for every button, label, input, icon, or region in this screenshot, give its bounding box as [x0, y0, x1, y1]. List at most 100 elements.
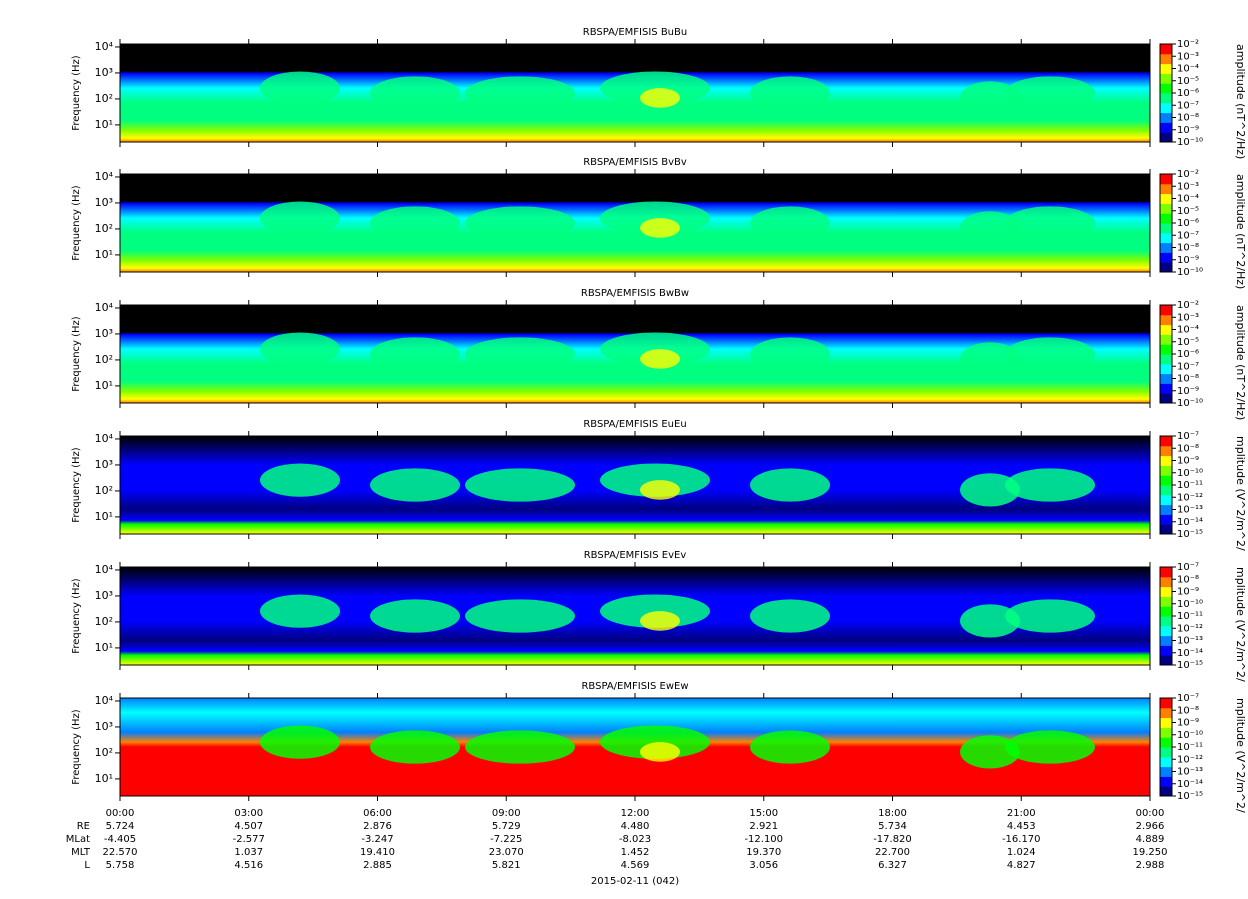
emission-band: [1005, 468, 1095, 502]
ephemeris-value: 2.885: [363, 860, 392, 871]
colorbar-segment: [1160, 606, 1172, 617]
colorbar-segment: [1160, 445, 1172, 457]
colorbar-tick-label: 10⁻³: [1177, 312, 1199, 323]
colorbar-segment: [1160, 102, 1172, 114]
emission-band: [750, 730, 830, 764]
colorbar-segment: [1160, 334, 1172, 345]
colorbar-segment: [1160, 63, 1172, 74]
colorbar-segment: [1160, 717, 1172, 728]
panel-title: RBSPA/EMFISIS BwBw: [581, 288, 689, 299]
colorbar-tick-label: 10⁻⁶: [1177, 349, 1199, 360]
panel-title: RBSPA/EMFISIS EuEu: [583, 419, 686, 430]
colorbar-label: mplitude (V^2/m^2/: [1234, 698, 1247, 813]
y-axis-label: Frequency (Hz): [71, 578, 82, 654]
colorbar-segment: [1160, 707, 1172, 719]
colorbar-tick-label: 10⁻¹⁵: [1177, 660, 1203, 671]
y-tick-label: 10¹: [95, 379, 113, 392]
colorbar-tick-label: 10⁻¹⁰: [1177, 267, 1203, 278]
ephemeris-value: -16.170: [1002, 834, 1041, 845]
colorbar-tick-label: 10⁻³: [1177, 181, 1199, 192]
colorbar-tick-label: 10⁻⁷: [1177, 693, 1199, 704]
emission-band: [1005, 730, 1095, 764]
x-tick-label: 15:00: [749, 808, 778, 819]
ephemeris-value: -4.405: [104, 834, 136, 845]
emission-band: [1005, 599, 1095, 633]
colorbar-tick-label: 10⁻⁸: [1177, 113, 1199, 124]
colorbar-segment: [1160, 242, 1172, 253]
ephemeris-value: 5.734: [878, 821, 907, 832]
colorbar-tick-label: 10⁻¹⁴: [1177, 779, 1203, 790]
emission-band: [750, 468, 830, 502]
colorbar-segment: [1160, 305, 1172, 316]
emission-band: [370, 730, 460, 764]
y-tick-label: 10²: [95, 615, 113, 628]
y-axis-label: Frequency (Hz): [71, 55, 82, 131]
colorbar-segment: [1160, 122, 1172, 133]
x-axis-label: 2015-02-11 (042): [591, 876, 679, 887]
ephemeris-value: 5.758: [106, 860, 135, 871]
y-tick-label: 10³: [95, 196, 113, 209]
panel-title: RBSPA/EMFISIS BvBv: [583, 157, 687, 168]
colorbar-tick-label: 10⁻⁸: [1177, 243, 1199, 254]
colorbar-segment: [1160, 373, 1172, 384]
emission-band: [260, 463, 340, 497]
ephemeris-value: 6.327: [878, 860, 907, 871]
panel-title: RBSPA/EMFISIS BuBu: [583, 27, 687, 38]
colorbar-tick-label: 10⁻¹⁵: [1177, 529, 1203, 540]
y-axis-label: Frequency (Hz): [71, 447, 82, 523]
ephemeris-value: 19.250: [1133, 847, 1168, 858]
y-tick-label: 10⁴: [95, 40, 114, 53]
emission-band: [960, 735, 1020, 769]
ephemeris-value: 4.569: [621, 860, 650, 871]
colorbar-label: amplitude (nT^2/Hz): [1234, 44, 1247, 159]
colorbar-tick-label: 10⁻⁷: [1177, 361, 1199, 372]
colorbar-segment: [1160, 727, 1172, 738]
colorbar-segment: [1160, 567, 1172, 578]
colorbar-tick-label: 10⁻¹⁵: [1177, 791, 1203, 802]
colorbar-tick-label: 10⁻⁸: [1177, 705, 1199, 716]
colorbar-segment: [1160, 213, 1172, 224]
y-tick-label: 10⁴: [95, 301, 114, 314]
colorbar-segment: [1160, 625, 1172, 637]
emission-band: [260, 201, 340, 235]
emission-band: [465, 599, 575, 633]
colorbar-segment: [1160, 53, 1172, 65]
ephemeris-label: RE: [77, 821, 90, 832]
y-tick-label: 10⁴: [95, 432, 114, 445]
ephemeris-value: 4.889: [1136, 834, 1165, 845]
colorbar-tick-label: 10⁻¹⁴: [1177, 648, 1203, 659]
colorbar-segment: [1160, 223, 1172, 234]
emission-band: [750, 337, 830, 371]
panel-title: RBSPA/EMFISIS EvEv: [584, 550, 687, 561]
colorbar-segment: [1160, 786, 1172, 797]
y-tick-label: 10¹: [95, 118, 113, 131]
y-tick-label: 10²: [95, 222, 113, 235]
colorbar-tick-label: 10⁻⁵: [1177, 76, 1199, 87]
emission-band: [465, 337, 575, 371]
colorbar-segment: [1160, 514, 1172, 525]
y-tick-label: 10³: [95, 66, 113, 79]
x-tick-label: 21:00: [1007, 808, 1036, 819]
colorbar-segment: [1160, 93, 1172, 104]
emission-core: [640, 611, 680, 631]
colorbar-tick-label: 10⁻¹¹: [1177, 480, 1203, 491]
colorbar-segment: [1160, 756, 1172, 768]
colorbar-segment: [1160, 383, 1172, 394]
ephemeris-value: 19.410: [360, 847, 395, 858]
colorbar-segment: [1160, 747, 1172, 758]
colorbar-tick-label: 10⁻⁹: [1177, 125, 1199, 136]
colorbar-segment: [1160, 485, 1172, 496]
colorbar-segment: [1160, 344, 1172, 355]
colorbar-segment: [1160, 183, 1172, 195]
colorbar-segment: [1160, 776, 1172, 787]
colorbar-tick-label: 10⁻¹⁰: [1177, 730, 1203, 741]
ephemeris-value: 3.056: [749, 860, 778, 871]
ephemeris-value: 23.070: [489, 847, 524, 858]
colorbar-tick-label: 10⁻⁸: [1177, 443, 1199, 454]
colorbar-tick-label: 10⁻⁸: [1177, 374, 1199, 385]
emission-core: [640, 349, 680, 369]
emission-band: [960, 473, 1020, 507]
emission-band: [600, 725, 710, 759]
y-tick-label: 10⁴: [95, 170, 114, 183]
colorbar-tick-label: 10⁻⁹: [1177, 587, 1199, 598]
